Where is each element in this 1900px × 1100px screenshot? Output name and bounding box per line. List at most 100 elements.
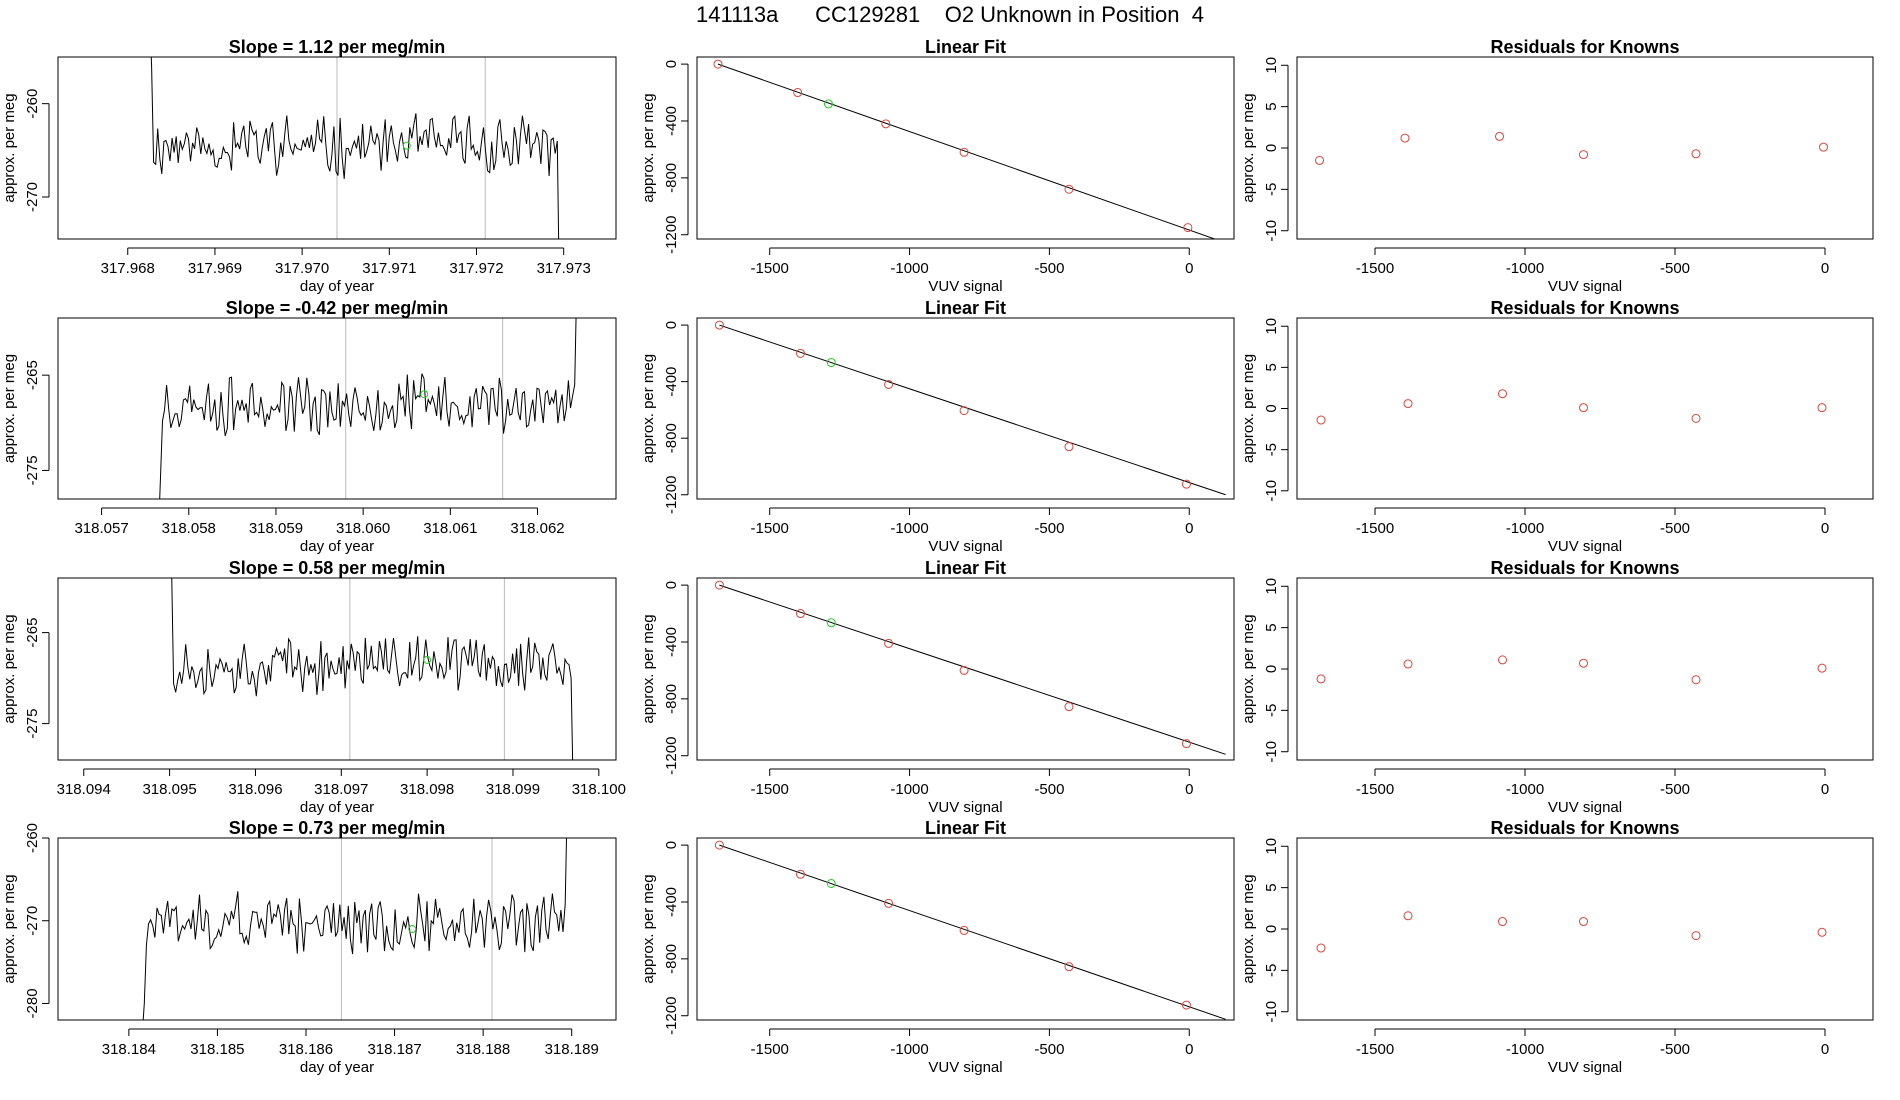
y-axis-label: approx. per meg bbox=[1, 354, 18, 463]
y-tick-label: 10 bbox=[1263, 578, 1280, 595]
y-tick-label: -270 bbox=[24, 182, 41, 212]
x-tick-label: 318.189 bbox=[545, 1041, 599, 1058]
x-tick-label: 318.098 bbox=[400, 781, 454, 798]
plot-frame bbox=[57, 577, 617, 761]
x-tick-label: 0 bbox=[1185, 520, 1193, 537]
x-tick-label: 0 bbox=[1185, 260, 1193, 277]
known-point bbox=[1403, 399, 1413, 409]
plot-area bbox=[1316, 655, 1827, 685]
known-point bbox=[1064, 442, 1074, 452]
plot-area bbox=[714, 320, 1226, 496]
x-tick-label: 318.061 bbox=[423, 520, 477, 537]
y-tick-label: -10 bbox=[1263, 741, 1280, 763]
unknown-point bbox=[826, 358, 836, 368]
known-point bbox=[959, 147, 969, 157]
y-tick-label: -1200 bbox=[663, 737, 680, 775]
y-tick-label: -260 bbox=[24, 89, 41, 119]
x-tick-label: -1500 bbox=[751, 781, 789, 798]
y-axis-label: approx. per meg bbox=[640, 354, 657, 463]
known-point bbox=[1691, 931, 1701, 941]
x-tick-label: 0 bbox=[1185, 781, 1193, 798]
x-axis-label: day of year bbox=[300, 278, 374, 295]
y-tick-label: -800 bbox=[663, 944, 680, 974]
x-tick-label: 317.972 bbox=[449, 260, 503, 277]
x-axis-label: day of year bbox=[300, 538, 374, 555]
known-point bbox=[795, 869, 805, 879]
x-tick-label: 0 bbox=[1821, 1041, 1829, 1058]
x-tick-label: -500 bbox=[1660, 520, 1690, 537]
y-tick-label: -260 bbox=[24, 823, 41, 853]
y-tick-label: 10 bbox=[1263, 318, 1280, 335]
y-tick-label: -800 bbox=[663, 423, 680, 453]
y-tick-label: -1200 bbox=[663, 997, 680, 1035]
known-point bbox=[1817, 403, 1827, 413]
x-tick-label: 318.185 bbox=[190, 1041, 244, 1058]
y-tick-label: -400 bbox=[663, 887, 680, 917]
y-axis-label: approx. per meg bbox=[640, 93, 657, 202]
y-tick-label: 5 bbox=[1263, 363, 1280, 371]
x-tick-label: 318.059 bbox=[249, 520, 303, 537]
known-point bbox=[793, 88, 803, 98]
x-tick-label: 318.186 bbox=[279, 1041, 333, 1058]
chart-panel-7: Linear Fit -1500 -1000 -500 0 VUV signal 0 -400… bbox=[640, 818, 1235, 1076]
chart-title: Residuals for Knowns bbox=[1490, 818, 1679, 838]
plot-area bbox=[714, 580, 1226, 755]
x-tick-label: 318.094 bbox=[57, 781, 111, 798]
known-point bbox=[1183, 223, 1193, 233]
known-point bbox=[1403, 659, 1413, 669]
y-tick-label: -400 bbox=[663, 367, 680, 397]
y-tick-label: -5 bbox=[1263, 964, 1280, 977]
x-tick-label: -1000 bbox=[890, 520, 928, 537]
known-point bbox=[795, 348, 805, 358]
known-point bbox=[1498, 917, 1507, 927]
x-axis-label: day of year bbox=[300, 799, 374, 816]
chart-panel-8: Residuals for Knowns -1500 -1000 -500 0 VUV s… bbox=[1240, 37, 1874, 295]
x-tick-label: -500 bbox=[1034, 1041, 1064, 1058]
y-tick-label: -1200 bbox=[663, 216, 680, 254]
x-tick-label: -1500 bbox=[1356, 520, 1394, 537]
y-axis-label: approx. per meg bbox=[1, 93, 18, 202]
y-axis-label: approx. per meg bbox=[640, 614, 657, 723]
x-tick-label: 318.060 bbox=[336, 520, 390, 537]
known-point bbox=[881, 119, 891, 129]
x-axis-label: VUV signal bbox=[1548, 278, 1622, 295]
known-point bbox=[1064, 702, 1074, 712]
plot-frame bbox=[1296, 577, 1874, 761]
y-tick-label: -275 bbox=[24, 709, 41, 739]
x-axis-label: VUV signal bbox=[1548, 799, 1622, 816]
chart-title: Linear Fit bbox=[925, 37, 1006, 57]
y-tick-label: 0 bbox=[663, 60, 680, 68]
x-tick-label: 318.095 bbox=[142, 781, 196, 798]
fit-line bbox=[719, 584, 1226, 755]
plot-area bbox=[713, 59, 1217, 239]
plot-frame bbox=[57, 837, 617, 1021]
y-axis-label: approx. per meg bbox=[1240, 874, 1257, 983]
y-tick-label: 0 bbox=[1263, 404, 1280, 412]
y-tick-label: -400 bbox=[663, 627, 680, 657]
y-axis-label: approx. per meg bbox=[1, 874, 18, 983]
x-tick-label: 318.188 bbox=[456, 1041, 510, 1058]
x-axis-label: VUV signal bbox=[928, 278, 1002, 295]
x-axis-label: day of year bbox=[300, 1059, 374, 1076]
plot-area bbox=[159, 318, 577, 499]
known-point bbox=[1819, 142, 1828, 152]
unknown-point bbox=[420, 390, 429, 399]
x-tick-label: -500 bbox=[1660, 781, 1690, 798]
known-point bbox=[714, 580, 724, 590]
chart-panel-2: Slope = 0.58 per meg/min 318.094 318.095 31… bbox=[1, 558, 626, 816]
chart-title: Slope = 1.12 per meg/min bbox=[229, 37, 446, 57]
x-axis-label: VUV signal bbox=[928, 1059, 1002, 1076]
y-tick-label: -265 bbox=[24, 360, 41, 390]
x-tick-label: 317.971 bbox=[362, 260, 416, 277]
known-point bbox=[1691, 675, 1701, 685]
chart-panel-0: Slope = 1.12 per meg/min 317.968 317.969 31… bbox=[1, 37, 617, 295]
chart-title: Linear Fit bbox=[925, 558, 1006, 578]
plot-frame bbox=[696, 577, 1235, 761]
x-tick-label: -1000 bbox=[1506, 520, 1544, 537]
y-tick-label: -1200 bbox=[663, 476, 680, 514]
x-tick-label: 317.973 bbox=[537, 260, 591, 277]
known-point bbox=[1579, 403, 1588, 413]
x-axis-label: VUV signal bbox=[1548, 538, 1622, 555]
y-tick-label: -5 bbox=[1263, 183, 1280, 196]
known-point bbox=[959, 406, 969, 416]
